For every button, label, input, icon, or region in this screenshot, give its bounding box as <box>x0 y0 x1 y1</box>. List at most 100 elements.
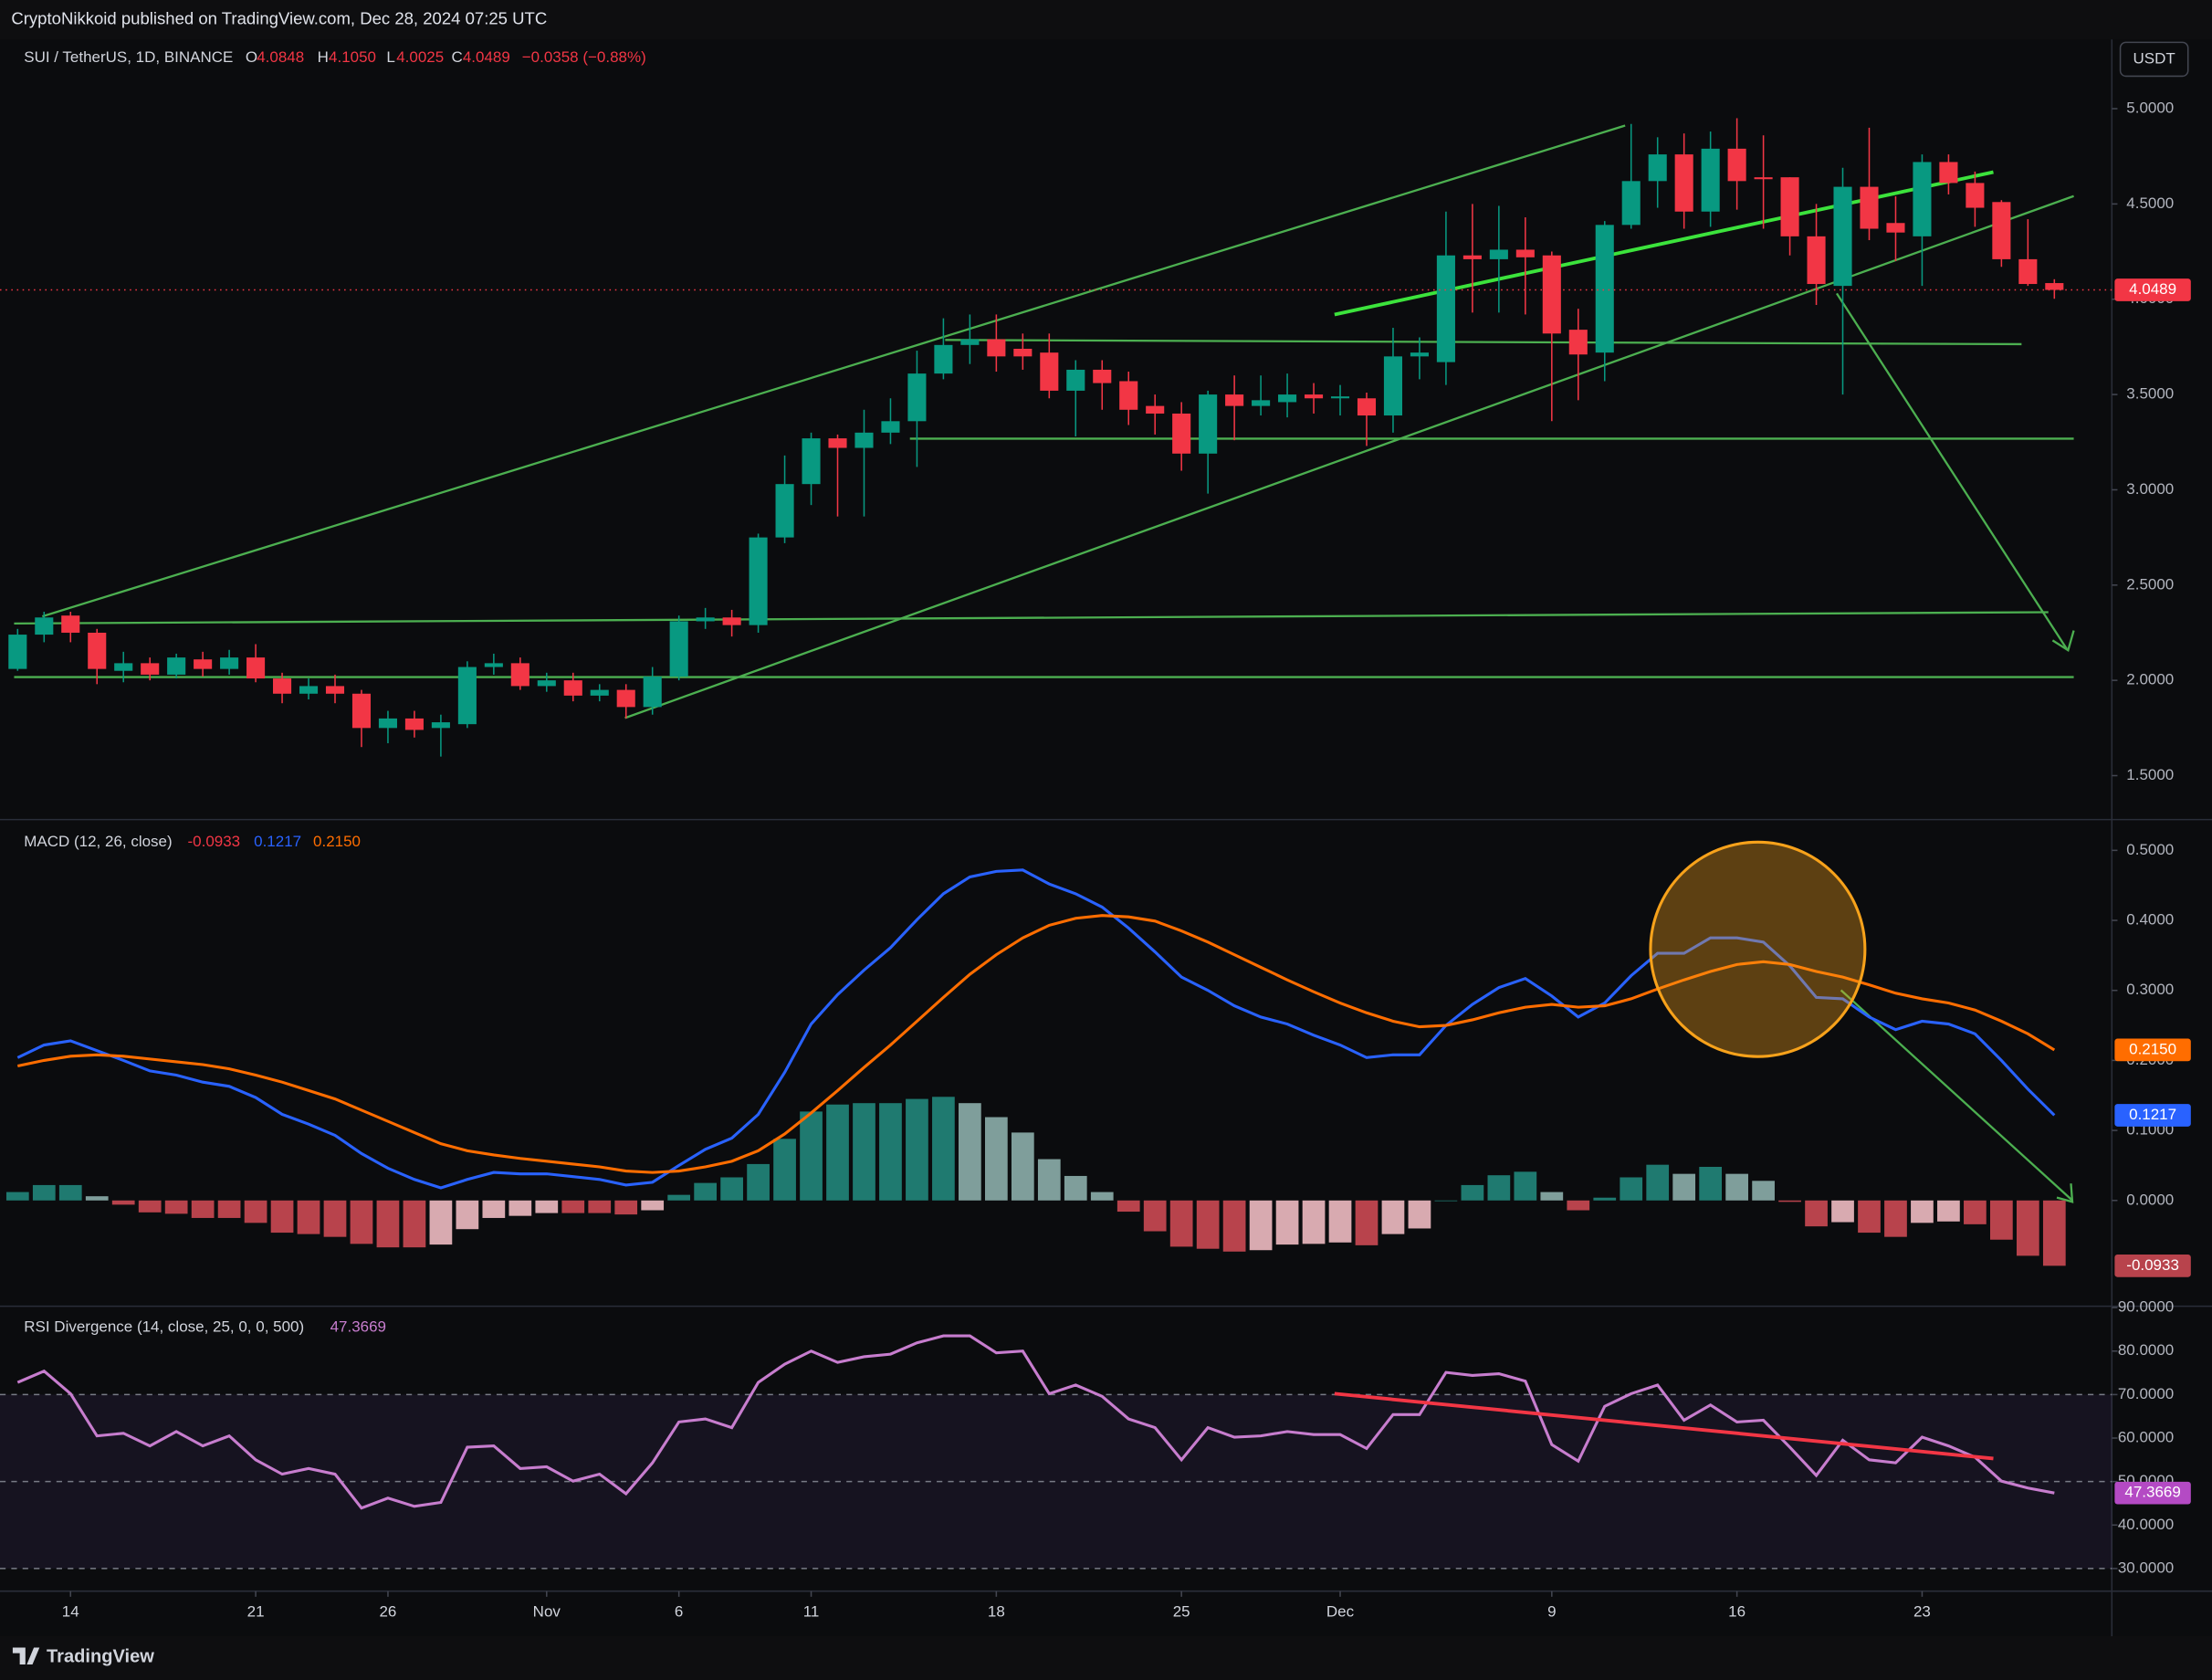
histogram-bar <box>191 1200 215 1218</box>
candle-body <box>1807 236 1826 285</box>
candle-body <box>1172 413 1191 454</box>
publisher: CryptoNikkoid published on TradingView.c… <box>11 9 547 28</box>
x-tick-label: 11 <box>803 1602 820 1620</box>
histogram-bar <box>1514 1171 1537 1201</box>
arrow-head <box>2056 1183 2074 1203</box>
x-tick-label: Dec <box>1326 1602 1355 1620</box>
candle-body <box>8 635 27 669</box>
candle-body <box>1833 186 1852 287</box>
candle-body <box>1939 162 1958 184</box>
histogram-bar <box>1725 1173 1748 1201</box>
candle-body <box>220 657 239 669</box>
candle-body <box>351 693 372 729</box>
arrow <box>1835 292 2068 650</box>
macd-value: 0.1217 <box>254 833 301 850</box>
y-tick-label: 1.5000 <box>2126 766 2174 783</box>
legend-change: −0.0358 (−0.88%) <box>522 48 646 66</box>
candle-body <box>1568 330 1588 355</box>
price-badge <box>2114 1481 2191 1505</box>
legend-key: O <box>246 48 257 66</box>
histogram-bar <box>1646 1164 1670 1201</box>
candle-body <box>1542 255 1561 334</box>
x-tick-label: 25 <box>1173 1602 1190 1620</box>
candle-body <box>960 339 980 345</box>
price-badge <box>2114 278 2191 301</box>
legend-key: C <box>451 48 462 66</box>
candle-body <box>563 680 582 696</box>
candle-body <box>299 686 319 694</box>
histogram-bar <box>1884 1200 1907 1237</box>
x-tick-label: 26 <box>379 1602 396 1620</box>
histogram-bar <box>1196 1200 1220 1249</box>
histogram-bar <box>1672 1173 1696 1201</box>
histogram-bar <box>773 1139 796 1201</box>
histogram-bar <box>1911 1200 1934 1223</box>
histogram-bar <box>2042 1200 2066 1266</box>
histogram-bar <box>1540 1192 1564 1201</box>
channel-bottom <box>624 194 2074 719</box>
candle-body <box>696 617 715 622</box>
currency-label[interactable]: USDT <box>2133 49 2175 67</box>
histogram-bar <box>1990 1200 2013 1240</box>
candle-body <box>378 718 397 729</box>
histogram-bar <box>720 1177 743 1201</box>
histogram-bar <box>826 1104 849 1201</box>
candle-body <box>194 659 213 669</box>
histogram-bar <box>138 1200 162 1213</box>
candle-body <box>1410 352 1429 357</box>
legend-value: 4.0489 <box>463 48 510 66</box>
histogram-bar <box>482 1200 506 1218</box>
histogram-bar <box>984 1117 1008 1201</box>
histogram-bar <box>1381 1200 1405 1234</box>
candle-body <box>1225 394 1244 406</box>
plots: 1.50002.00002.50003.00003.50004.00004.50… <box>0 100 2191 1620</box>
candle-body <box>1199 394 1218 454</box>
y-tick-label: 0.5000 <box>2126 841 2174 858</box>
legend-key: H <box>318 48 329 66</box>
price-badge-label: -0.0933 <box>2126 1256 2179 1274</box>
candle-body <box>273 678 292 694</box>
histogram-bar <box>1116 1200 1140 1213</box>
arrow <box>1840 989 2073 1202</box>
candle-body <box>881 421 900 433</box>
histogram-bar <box>1487 1175 1511 1201</box>
y-tick-label: 30.0000 <box>2118 1559 2174 1576</box>
signal-value: 0.2150 <box>313 833 361 850</box>
candle-body <box>1066 369 1085 391</box>
candle-body <box>802 438 821 485</box>
x-tick-label: 9 <box>1547 1602 1556 1620</box>
candle-body <box>1860 186 1879 229</box>
currency-button[interactable] <box>2119 41 2189 78</box>
price-badge-label: 0.1217 <box>2129 1106 2176 1123</box>
candle-body <box>246 657 266 679</box>
candle-body <box>404 718 424 730</box>
brand-logo: TradingView <box>12 1647 154 1667</box>
candle-body <box>669 621 688 677</box>
histogram-bar <box>350 1200 373 1244</box>
histogram-bar <box>1408 1200 1431 1229</box>
histogram-bar <box>429 1200 453 1245</box>
histogram-bar <box>1143 1200 1167 1232</box>
histogram-bar <box>270 1200 294 1234</box>
histogram-bar <box>1831 1200 1854 1223</box>
histogram-bar <box>58 1184 82 1201</box>
histogram-bar <box>535 1200 559 1213</box>
macd-title: MACD (12, 26, close) <box>24 833 172 850</box>
candle-body <box>722 617 741 625</box>
histogram-bar <box>1567 1200 1590 1211</box>
candle-body <box>88 632 107 669</box>
histogram-bar <box>2016 1200 2039 1256</box>
y-tick-label: 70.0000 <box>2118 1385 2174 1402</box>
histogram-bar <box>1328 1200 1352 1243</box>
histogram-bar <box>456 1200 479 1230</box>
y-tick-label: 0.0000 <box>2126 1191 2174 1208</box>
candle-body <box>1093 369 1112 383</box>
y-tick-label: 40.0000 <box>2118 1516 2174 1533</box>
candle-body <box>1515 249 1535 257</box>
rsi-value: 47.3669 <box>330 1318 386 1335</box>
candle-body <box>1462 255 1482 259</box>
candle-body <box>1648 154 1667 182</box>
histogram-bar <box>508 1200 532 1216</box>
